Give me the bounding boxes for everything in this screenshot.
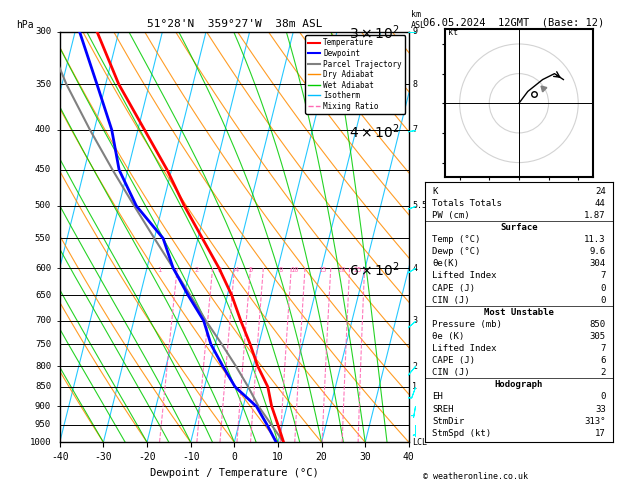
Text: 5: 5 <box>248 266 253 273</box>
Text: 550: 550 <box>35 234 51 243</box>
Text: 15: 15 <box>318 266 326 273</box>
Title: 51°28'N  359°27'W  38m ASL: 51°28'N 359°27'W 38m ASL <box>147 19 322 30</box>
Text: θe(K): θe(K) <box>432 260 459 268</box>
Text: 10: 10 <box>291 266 299 273</box>
Text: PW (cm): PW (cm) <box>432 211 470 220</box>
Text: 6: 6 <box>600 356 606 365</box>
Text: 20: 20 <box>338 266 347 273</box>
Text: 1: 1 <box>413 382 417 391</box>
Text: 1000: 1000 <box>30 438 51 447</box>
Text: 850: 850 <box>35 382 51 391</box>
Text: 305: 305 <box>589 332 606 341</box>
Text: 800: 800 <box>35 362 51 371</box>
Text: 5.5: 5.5 <box>413 201 427 210</box>
Text: 0: 0 <box>600 295 606 305</box>
Text: 3: 3 <box>413 316 417 325</box>
Text: 900: 900 <box>35 402 51 411</box>
Text: 7: 7 <box>600 344 606 353</box>
Text: 24: 24 <box>595 187 606 196</box>
Legend: Temperature, Dewpoint, Parcel Trajectory, Dry Adiabat, Wet Adiabat, Isotherm, Mi: Temperature, Dewpoint, Parcel Trajectory… <box>305 35 405 114</box>
Text: CAPE (J): CAPE (J) <box>432 356 475 365</box>
Text: 4: 4 <box>413 263 417 273</box>
Text: 313°: 313° <box>584 417 606 426</box>
Text: CAPE (J): CAPE (J) <box>432 283 475 293</box>
Text: 17: 17 <box>595 429 606 438</box>
Text: 304: 304 <box>589 260 606 268</box>
Text: 650: 650 <box>35 291 51 300</box>
Text: StmSpd (kt): StmSpd (kt) <box>432 429 491 438</box>
Text: StmDir: StmDir <box>432 417 464 426</box>
Text: 750: 750 <box>35 340 51 348</box>
Text: Hodograph: Hodograph <box>495 381 543 389</box>
Text: 3: 3 <box>218 266 222 273</box>
Text: Mixing Ratio (g/kg): Mixing Ratio (g/kg) <box>427 190 436 284</box>
Text: 8: 8 <box>278 266 282 273</box>
Text: Lifted Index: Lifted Index <box>432 272 497 280</box>
Text: Surface: Surface <box>500 223 538 232</box>
Text: 2: 2 <box>600 368 606 377</box>
Text: 1.87: 1.87 <box>584 211 606 220</box>
Text: Totals Totals: Totals Totals <box>432 199 502 208</box>
Text: CIN (J): CIN (J) <box>432 368 470 377</box>
Text: LCL: LCL <box>413 438 427 447</box>
Text: 2: 2 <box>195 266 199 273</box>
Text: Lifted Index: Lifted Index <box>432 344 497 353</box>
Text: km
ASL: km ASL <box>411 10 426 30</box>
Text: 700: 700 <box>35 316 51 325</box>
Text: Dewp (°C): Dewp (°C) <box>432 247 481 256</box>
Text: 25: 25 <box>354 266 362 273</box>
Text: 950: 950 <box>35 420 51 429</box>
Text: kt: kt <box>448 28 458 37</box>
Text: K: K <box>432 187 438 196</box>
Text: 850: 850 <box>589 320 606 329</box>
Text: θe (K): θe (K) <box>432 332 464 341</box>
Text: 06.05.2024  12GMT  (Base: 12): 06.05.2024 12GMT (Base: 12) <box>423 17 604 27</box>
Text: 9.6: 9.6 <box>589 247 606 256</box>
X-axis label: Dewpoint / Temperature (°C): Dewpoint / Temperature (°C) <box>150 468 319 478</box>
Text: 300: 300 <box>35 27 51 36</box>
Text: 11.3: 11.3 <box>584 235 606 244</box>
Text: CIN (J): CIN (J) <box>432 295 470 305</box>
Text: 7: 7 <box>600 272 606 280</box>
Text: 500: 500 <box>35 201 51 210</box>
Text: 4: 4 <box>235 266 239 273</box>
Text: EH: EH <box>432 392 443 401</box>
Text: 0: 0 <box>600 283 606 293</box>
Text: 9: 9 <box>413 27 417 36</box>
Text: 8: 8 <box>413 80 417 88</box>
Text: 44: 44 <box>595 199 606 208</box>
Text: Most Unstable: Most Unstable <box>484 308 554 317</box>
Text: 2: 2 <box>413 362 417 371</box>
Text: 1: 1 <box>157 266 162 273</box>
Text: 350: 350 <box>35 80 51 88</box>
Text: 600: 600 <box>35 263 51 273</box>
Text: Pressure (mb): Pressure (mb) <box>432 320 502 329</box>
Text: 400: 400 <box>35 125 51 134</box>
Text: Temp (°C): Temp (°C) <box>432 235 481 244</box>
Text: © weatheronline.co.uk: © weatheronline.co.uk <box>423 472 528 481</box>
Text: 7: 7 <box>413 125 417 134</box>
Text: 0: 0 <box>600 392 606 401</box>
Text: hPa: hPa <box>16 19 34 30</box>
Text: 450: 450 <box>35 165 51 174</box>
Text: SREH: SREH <box>432 404 454 414</box>
Text: 33: 33 <box>595 404 606 414</box>
